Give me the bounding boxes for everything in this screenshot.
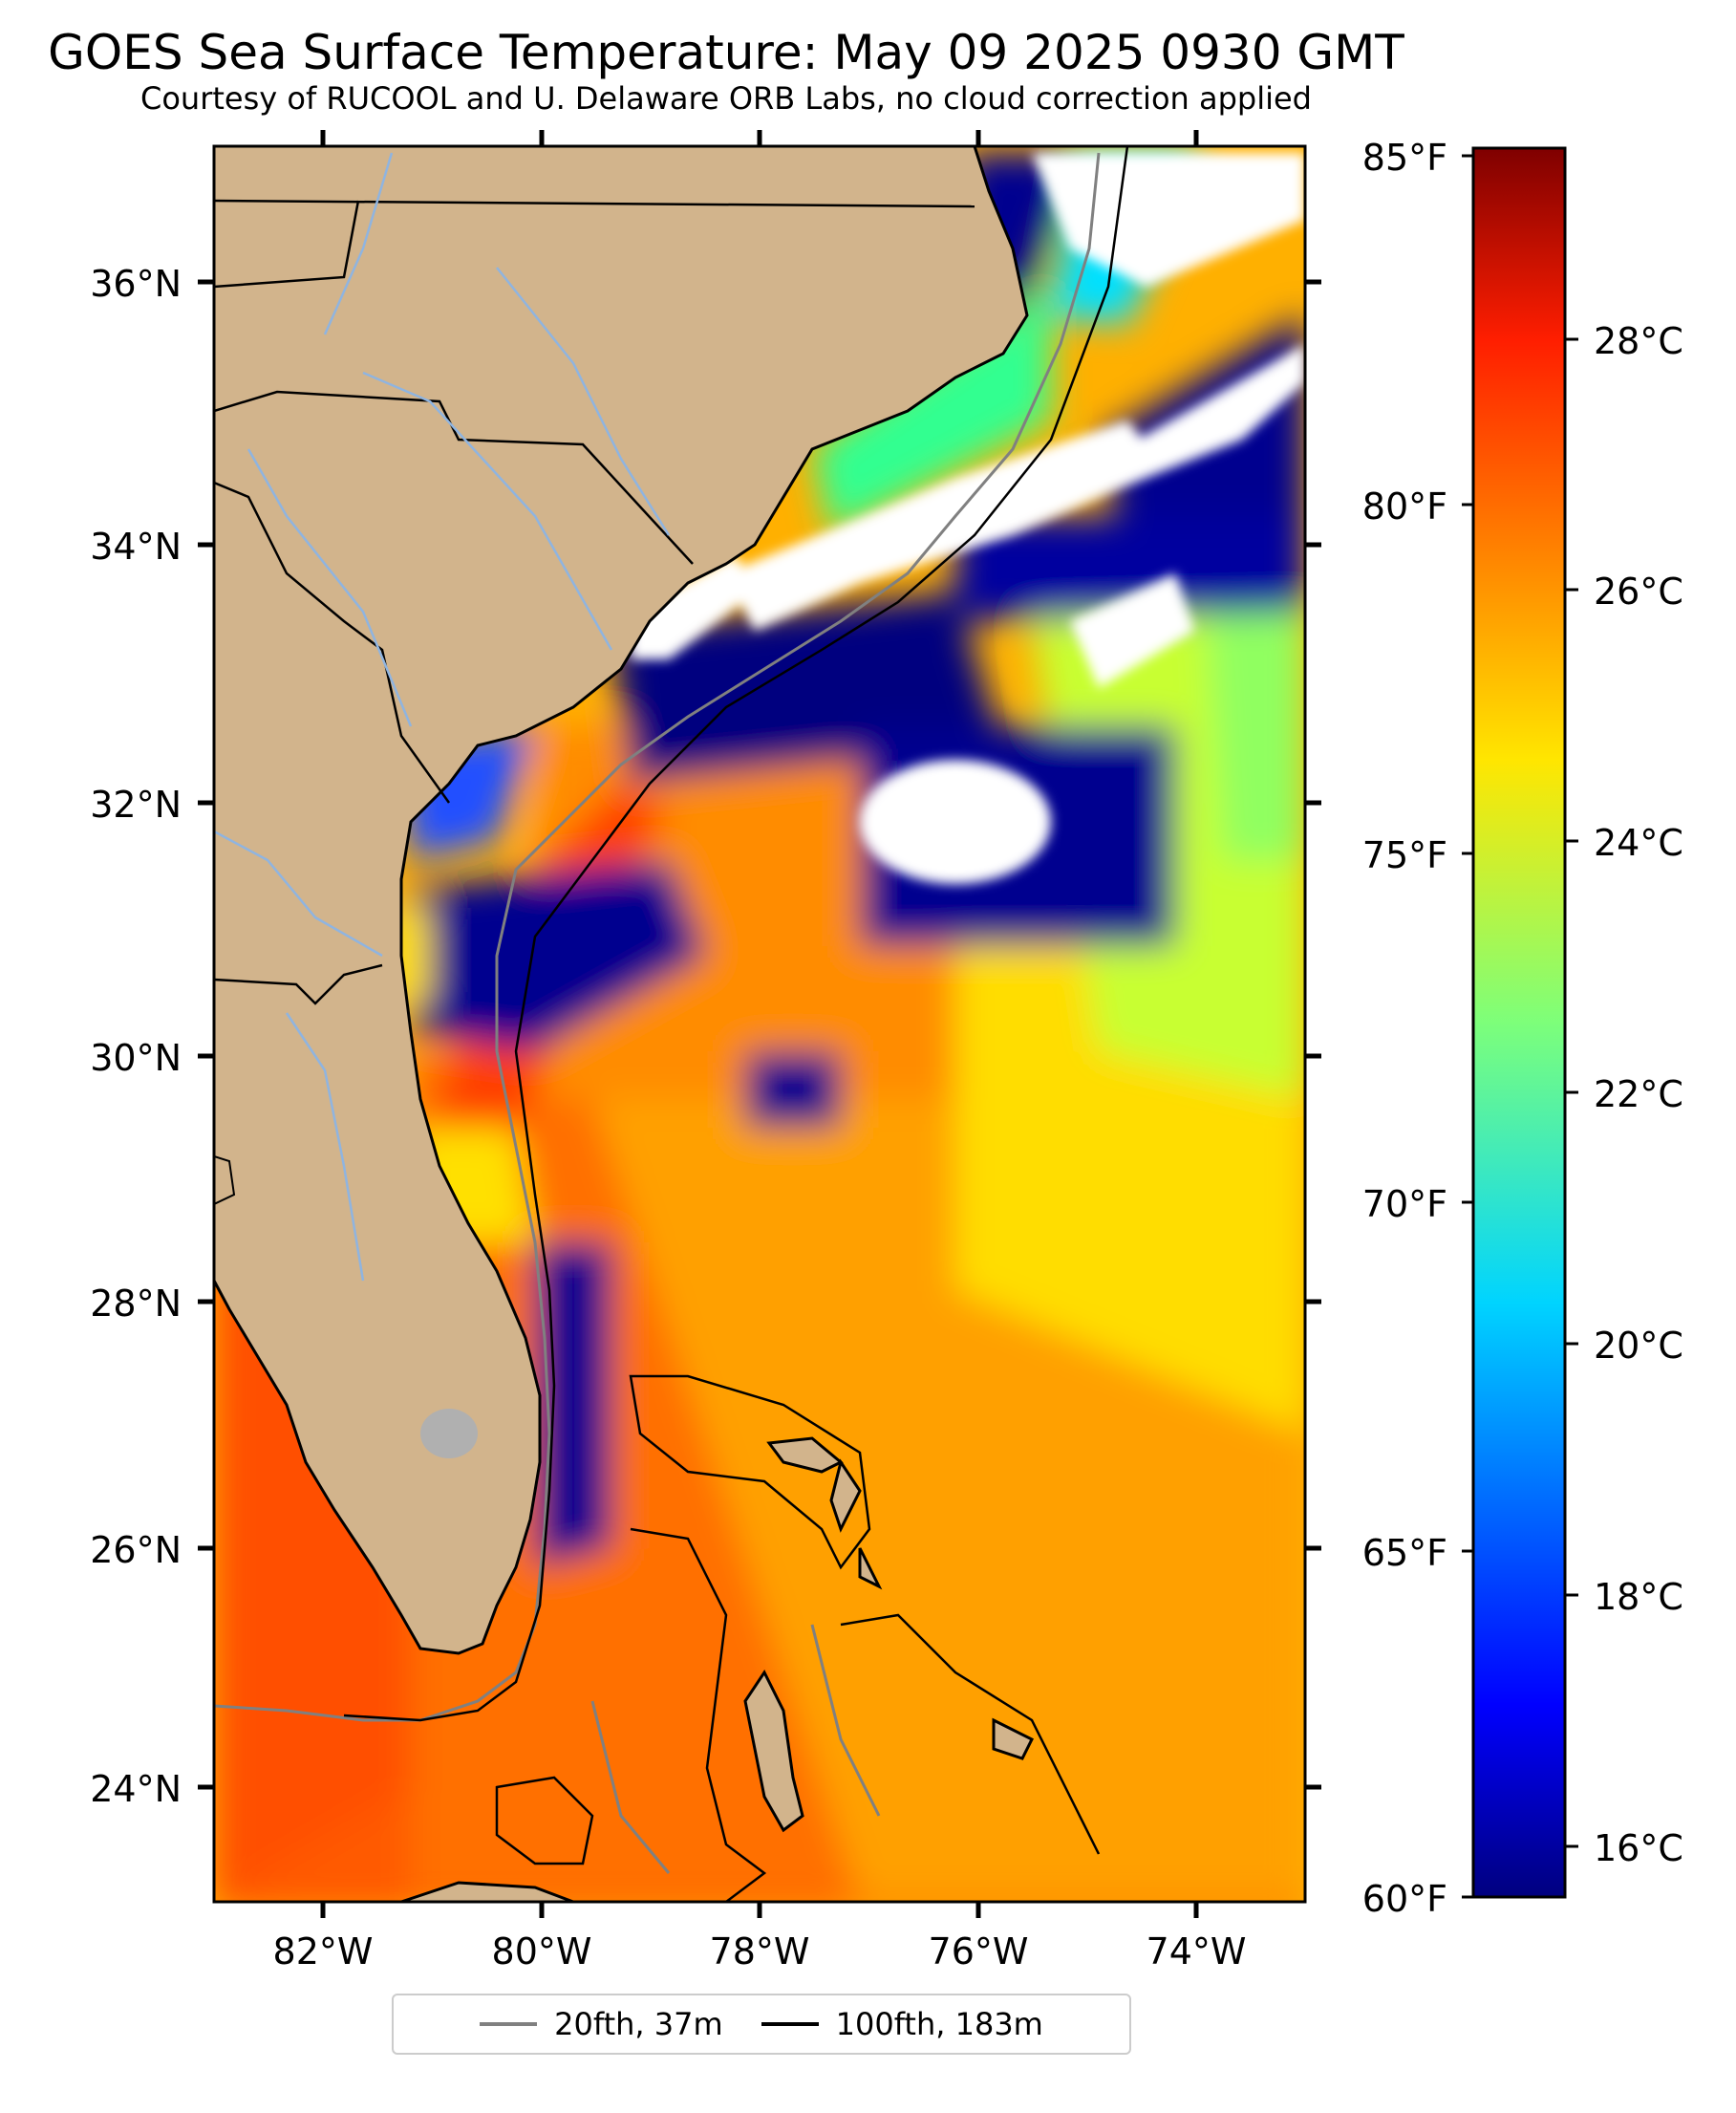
colorbar-f-label-80: 80°F (1362, 485, 1447, 528)
colorbar-c-ticks (1565, 337, 1578, 1848)
map-title: GOES Sea Surface Temperature: May 09 202… (48, 25, 1404, 80)
land-cuba (400, 1881, 574, 1902)
legend-item-20fth: 20fth, 37m (480, 2006, 723, 2042)
lat-label-30: 30°N (90, 1037, 182, 1079)
colorbar-f-ticks (1462, 154, 1473, 1899)
lat-label-36: 36°N (90, 263, 182, 305)
lon-label-74: 74°W (1147, 1930, 1247, 1973)
contour-20-fathom (214, 152, 1101, 1874)
lat-label-28: 28°N (90, 1283, 182, 1325)
contour-legend: 20fth, 37m 100fth, 183m (392, 1994, 1131, 2055)
colorbar-f-label-70: 70°F (1362, 1183, 1447, 1225)
colorbar-c-label-24: 24°C (1594, 822, 1683, 864)
legend-label-20fth: 20fth, 37m (554, 2006, 723, 2042)
legend-swatch-100fth (761, 2022, 819, 2026)
colorbar-f-label-85: 85°F (1362, 137, 1447, 179)
lat-label-32: 32°N (90, 784, 182, 826)
colorbar-c-label-18: 18°C (1594, 1576, 1683, 1618)
colorbar-c-label-28: 28°C (1594, 320, 1683, 362)
legend-swatch-20fth (480, 2022, 538, 2026)
colorbar-c-label-20: 20°C (1594, 1325, 1683, 1367)
lat-ticks (198, 279, 1321, 1790)
colorbar-c-label-22: 22°C (1594, 1073, 1683, 1115)
lake-okeechobee (420, 1409, 478, 1458)
rivers (214, 152, 671, 1282)
lon-label-82: 82°W (273, 1930, 374, 1973)
lon-label-76: 76°W (929, 1930, 1029, 1973)
land-gulf-coast-edge (214, 1154, 236, 1206)
legend-label-100fth: 100fth, 183m (835, 2006, 1043, 2042)
lon-label-78: 78°W (710, 1930, 810, 1973)
map-subtitle: Courtesy of RUCOOL and U. Delaware ORB L… (140, 80, 1312, 117)
colorbar-c-label-16: 16°C (1594, 1827, 1683, 1869)
lon-label-80: 80°W (492, 1930, 592, 1973)
map-plot-area (214, 146, 1305, 1902)
colorbar-f-label-75: 75°F (1362, 834, 1447, 876)
colorbar-f-label-60: 60°F (1362, 1878, 1447, 1920)
lat-label-34: 34°N (90, 526, 182, 568)
legend-item-100fth: 100fth, 183m (761, 2006, 1043, 2042)
land-us-southeast (214, 146, 1029, 1655)
lon-ticks (320, 130, 1199, 1918)
lat-label-24: 24°N (90, 1768, 182, 1810)
colorbar-f-label-65: 65°F (1362, 1532, 1447, 1574)
bahamas-islands (743, 1436, 1035, 1833)
colorbar-c-label-26: 26°C (1594, 571, 1683, 613)
colorbar (1471, 146, 1567, 1899)
contour-100-fathom (343, 146, 1129, 1902)
lat-label-26: 26°N (90, 1529, 182, 1571)
